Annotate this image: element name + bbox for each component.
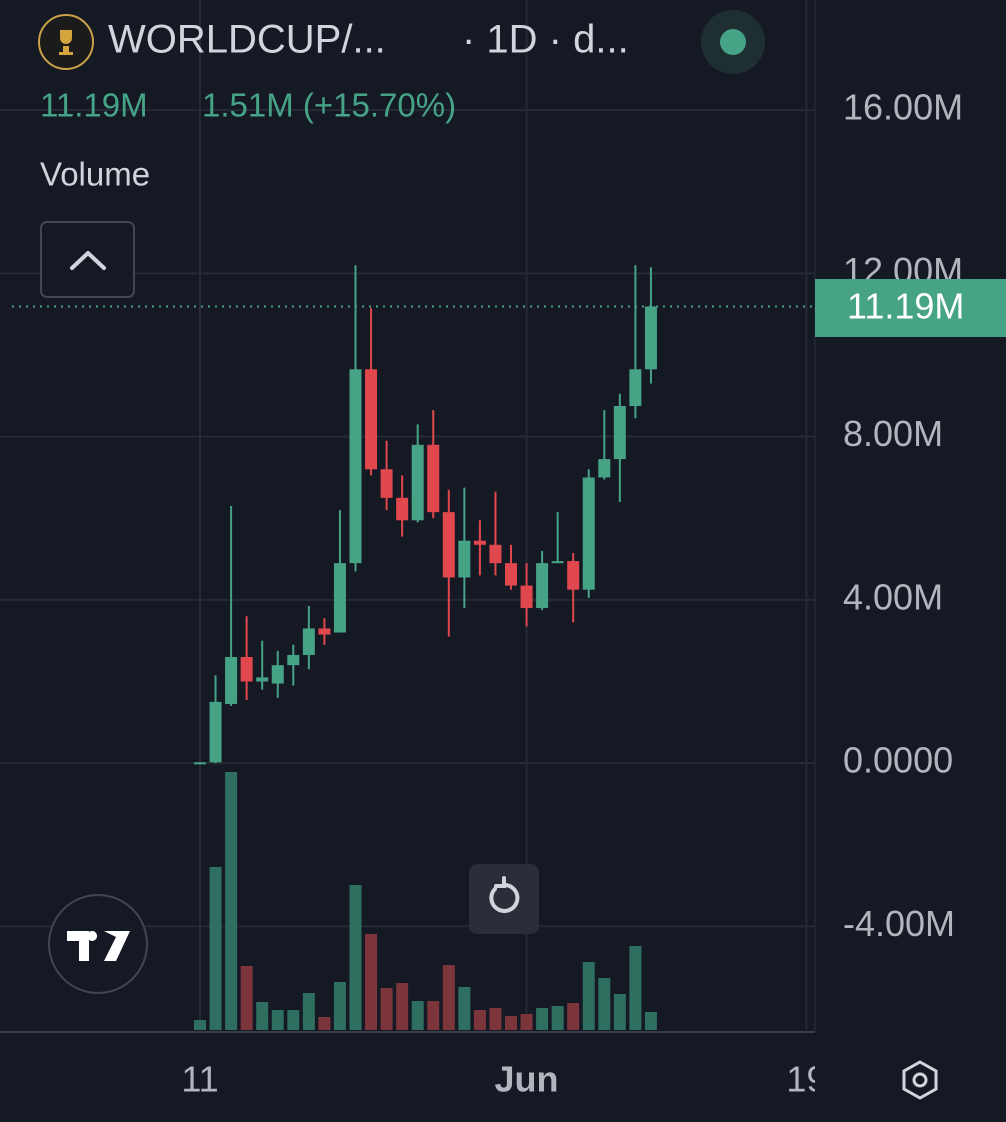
settings-icon: [912, 1072, 928, 1088]
candle-body: [271, 665, 284, 684]
x-labels: 11 Jun 19: [181, 1059, 826, 1100]
volume-bar: [458, 987, 471, 1030]
candle-body: [629, 369, 642, 407]
volume-bar: [473, 1010, 486, 1030]
volume-bar: [349, 885, 362, 1030]
volume-bar: [271, 1010, 284, 1030]
collapse-button[interactable]: [40, 221, 135, 298]
volume-bar: [582, 962, 595, 1030]
volume-bar: [380, 988, 393, 1030]
change-value: 1.51M (+15.70%): [202, 87, 456, 124]
volume-bars: [194, 772, 657, 1030]
interval[interactable]: · 1D · d...: [462, 18, 629, 62]
candle-body: [318, 628, 331, 635]
price-tag: [815, 279, 1006, 337]
volume-bar: [489, 1008, 502, 1030]
candles: [12, 265, 815, 765]
candle-body: [427, 444, 440, 513]
volume-bar: [333, 982, 346, 1030]
candle-body: [240, 657, 253, 682]
candle-body: [458, 540, 471, 578]
volume-bar: [567, 1003, 580, 1030]
chevron-icon: [70, 251, 106, 270]
volume-bar: [442, 965, 455, 1030]
volume-bar: [411, 1001, 424, 1030]
x-tick-label: 11: [181, 1059, 218, 1100]
volume-bar: [302, 993, 315, 1030]
volume-bar: [194, 1020, 206, 1030]
indicator-name: Volume: [40, 156, 150, 193]
candle-body: [582, 477, 595, 590]
volume-bar: [287, 1010, 300, 1030]
volume-bar: [209, 867, 222, 1030]
candle-body: [380, 469, 393, 498]
candle-body: [287, 654, 300, 666]
volume-bar: [629, 946, 642, 1030]
candle-body: [256, 677, 269, 682]
x-tick-label: 19: [786, 1059, 826, 1100]
volume-bar: [505, 1016, 517, 1030]
volume-bar: [256, 1002, 269, 1030]
x-tick-label: Jun: [495, 1059, 559, 1100]
candle-body: [209, 701, 222, 763]
candle-body: [411, 444, 424, 521]
candle-body: [613, 406, 626, 460]
candle-body: [536, 563, 549, 609]
candle-body: [349, 369, 362, 564]
settings-button[interactable]: [902, 1060, 938, 1100]
volume-bar: [396, 983, 409, 1030]
candle-body: [302, 628, 315, 655]
volume-bar: [551, 1006, 564, 1030]
symbol[interactable]: WORLDCUP/...: [108, 18, 386, 62]
volume-bar: [427, 1001, 440, 1030]
candle-body: [520, 585, 533, 609]
candle-body: [396, 497, 409, 521]
volume-bar: [598, 978, 611, 1030]
candle-body: [489, 544, 502, 564]
grid: [0, 0, 815, 1030]
candle-body: [365, 369, 378, 470]
candle-body: [225, 657, 238, 704]
candle-body: [333, 563, 346, 633]
price-tag-label: 11.19M: [847, 286, 964, 327]
volume-bar: [536, 1008, 549, 1030]
candle-body: [505, 563, 517, 586]
volume-bar: [225, 772, 238, 1030]
volume-bar: [520, 1014, 533, 1030]
volume-bar: [318, 1017, 331, 1030]
y-tick-label: -4.00M: [843, 903, 955, 944]
y-tick-label: 8.00M: [843, 413, 943, 454]
status-dot: [720, 29, 746, 55]
y-tick-label: 0.0000: [843, 740, 953, 781]
last-value: 11.19M: [40, 87, 148, 124]
candle-body: [598, 459, 611, 478]
candle-body: [194, 762, 206, 765]
logo-glyph: [67, 931, 130, 961]
volume-bar: [365, 934, 378, 1030]
candle-body: [567, 561, 580, 590]
volume-bar: [613, 994, 626, 1030]
candle-body: [644, 306, 657, 370]
trophy-icon: [59, 30, 73, 55]
candle-body: [473, 540, 486, 545]
candle-body: [442, 512, 455, 578]
volume-bar: [240, 966, 253, 1030]
y-tick-label: 16.00M: [843, 87, 963, 128]
y-tick-label: 4.00M: [843, 576, 943, 617]
reset-icon: [489, 876, 520, 913]
candle-body: [551, 561, 564, 564]
volume-bar: [644, 1012, 657, 1030]
reset-button[interactable]: [469, 864, 539, 934]
tradingview-logo[interactable]: [48, 894, 148, 994]
